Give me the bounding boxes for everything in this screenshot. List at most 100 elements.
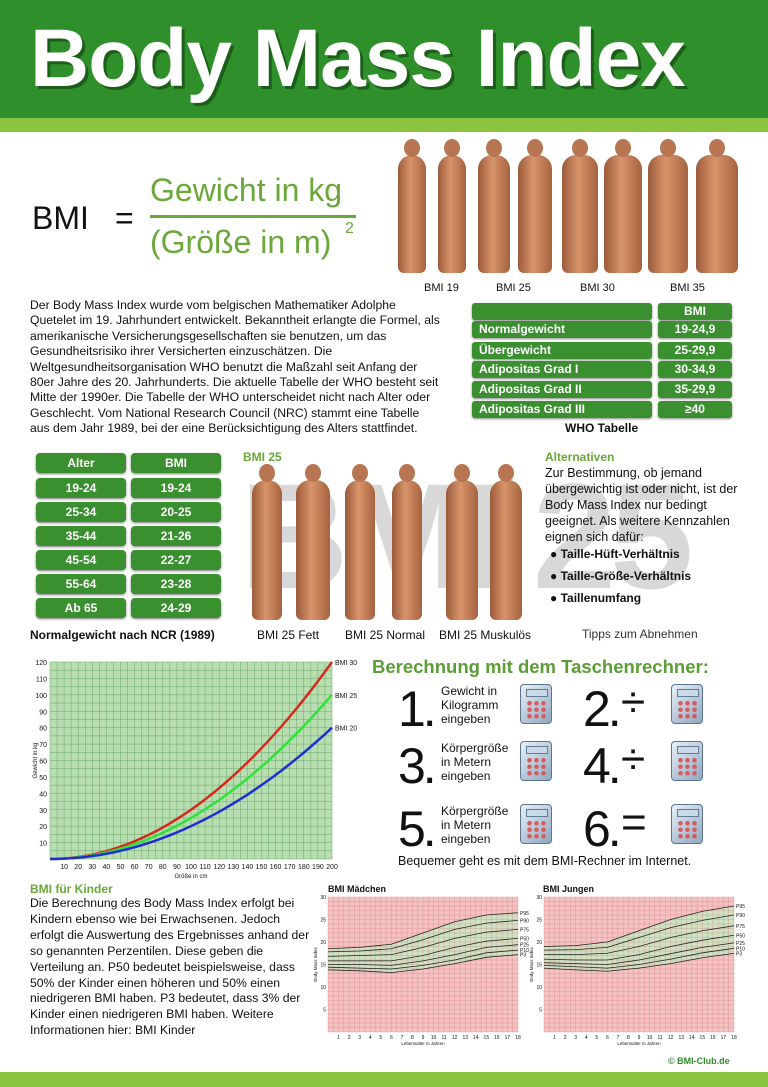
x-tick-label: 7 xyxy=(616,1035,619,1041)
alternatives-bullet: ● Taillenumfang xyxy=(550,591,642,605)
bmi25-caption: BMI 25 Normal xyxy=(345,628,426,642)
x-tick-label: 12 xyxy=(668,1035,674,1041)
percentile-label: P3 xyxy=(520,953,526,959)
y-axis-label: Body Mass Index xyxy=(529,946,534,981)
ncr-cell: 19-24 xyxy=(131,478,221,498)
y-tick-label: 25 xyxy=(536,918,542,924)
percentile-label: P95 xyxy=(736,904,745,910)
formula-equals: = xyxy=(115,200,134,236)
y-tick-label: 5 xyxy=(323,1008,326,1014)
alternatives-text: Zur Bestimmung, ob jemand übergewichtig … xyxy=(545,466,738,544)
formula-exponent: 2 xyxy=(345,220,354,237)
calculator-icon xyxy=(520,741,552,781)
x-tick-label: 14 xyxy=(473,1035,479,1041)
percentile-line xyxy=(543,905,735,947)
x-tick-label: 15 xyxy=(700,1035,706,1041)
step-number: 5. xyxy=(398,801,437,857)
calculator-icon xyxy=(671,684,703,724)
x-tick-label: 14 xyxy=(689,1035,695,1041)
bmi25-caption: BMI 25 Fett xyxy=(257,628,320,642)
formula-denominator: (Größe in m) xyxy=(150,224,332,260)
percentile-line xyxy=(543,952,735,972)
x-tick-label: 9 xyxy=(422,1035,425,1041)
percentile-label: P3 xyxy=(736,951,742,957)
percentile-label: P95 xyxy=(520,911,529,917)
x-tick-label: 40 xyxy=(103,864,111,871)
body-figure-icon xyxy=(398,155,426,273)
x-tick-label: 17 xyxy=(505,1035,511,1041)
calculator-icon xyxy=(520,684,552,724)
percentile-line xyxy=(327,949,519,970)
alternatives-bullet: ● Taille-Größe-Verhältnis xyxy=(550,569,692,583)
x-tick-label: 3 xyxy=(358,1035,361,1041)
calculator-icon xyxy=(671,741,703,781)
percentile-label: P25 xyxy=(520,943,529,949)
y-tick-label: 20 xyxy=(39,824,47,831)
y-tick-label: 40 xyxy=(39,791,47,798)
step-number: 3. xyxy=(398,738,437,794)
calculator-icon xyxy=(671,804,703,844)
who-row-label: Adipositas Grad I xyxy=(472,361,652,378)
percentile-label: P50 xyxy=(736,933,745,939)
x-tick-label: 140 xyxy=(242,864,254,871)
y-tick-label: 100 xyxy=(35,693,47,700)
ncr-cell: 45-54 xyxy=(36,550,126,570)
x-tick-label: 1 xyxy=(553,1035,556,1041)
who-row-value: 19-24,9 xyxy=(658,321,732,338)
x-tick-label: 70 xyxy=(145,864,153,871)
ncr-cell: 19-24 xyxy=(36,478,126,498)
calculator-title: Berechnung mit dem Taschenrechner: xyxy=(372,656,709,677)
who-row-value: 30-34,9 xyxy=(658,361,732,378)
x-tick-label: 170 xyxy=(284,864,296,871)
x-tick-label: 90 xyxy=(173,864,181,871)
who-table-header-blank xyxy=(472,303,652,320)
tips-link[interactable]: Tipps zum Abnehmen xyxy=(582,627,698,641)
ncr-cell: 23-28 xyxy=(131,574,221,594)
ncr-cell: BMI xyxy=(131,453,221,473)
step-operator: = xyxy=(621,798,647,847)
girls-chart-title: BMI Mädchen xyxy=(328,884,387,894)
ncr-cell: 22-27 xyxy=(131,550,221,570)
step-instruction: Körpergröße in Metern eingeben xyxy=(441,804,509,846)
formula-lhs: BMI xyxy=(32,200,89,236)
x-tick-label: 16 xyxy=(710,1035,716,1041)
y-tick-label: 30 xyxy=(320,895,326,901)
series-label: BMI 30 xyxy=(335,660,357,667)
y-tick-label: 10 xyxy=(536,985,542,991)
percentile-line xyxy=(543,947,735,969)
kids-title: BMI für Kinder xyxy=(30,882,113,896)
x-tick-label: 80 xyxy=(159,864,167,871)
ncr-cell: 24-29 xyxy=(131,598,221,618)
calculator-footer: Bequemer geht es mit dem BMI-Rechner im … xyxy=(398,854,692,868)
x-tick-label: 18 xyxy=(515,1035,521,1041)
body-figure-icon xyxy=(490,480,522,620)
y-tick-label: 5 xyxy=(539,1008,542,1014)
step-instruction: Gewicht in Kilogramm eingeben xyxy=(441,684,499,726)
percentile-line xyxy=(543,914,735,951)
x-tick-label: 120 xyxy=(213,864,225,871)
x-axis-label: Lebensalter in Jahren xyxy=(401,1041,445,1046)
bmi25-caption: BMI 25 Muskulös xyxy=(439,628,532,642)
x-tick-label: 13 xyxy=(678,1035,684,1041)
x-tick-label: 18 xyxy=(731,1035,737,1041)
figure-caption: BMI 30 xyxy=(580,282,615,294)
body-figure-icon xyxy=(252,480,282,620)
percentile-label: P90 xyxy=(736,913,745,919)
x-tick-label: 60 xyxy=(131,864,139,871)
percentile-line xyxy=(543,934,735,961)
ncr-cell: 20-25 xyxy=(131,502,221,522)
y-tick-label: 50 xyxy=(39,775,47,782)
percentile-line xyxy=(543,942,735,965)
x-tick-label: 7 xyxy=(400,1035,403,1041)
x-tick-label: 100 xyxy=(185,864,197,871)
x-tick-label: 110 xyxy=(200,864,211,871)
x-tick-label: 16 xyxy=(494,1035,500,1041)
y-tick-label: 25 xyxy=(320,918,326,924)
x-tick-label: 15 xyxy=(484,1035,490,1041)
x-tick-label: 6 xyxy=(390,1035,393,1041)
alternatives-title: Alternativen xyxy=(545,450,615,464)
step-instruction: Körpergröße in Metern eingeben xyxy=(441,741,509,783)
percentile-label: P50 xyxy=(520,936,529,942)
percentile-line xyxy=(328,938,519,962)
header-banner xyxy=(0,0,768,118)
